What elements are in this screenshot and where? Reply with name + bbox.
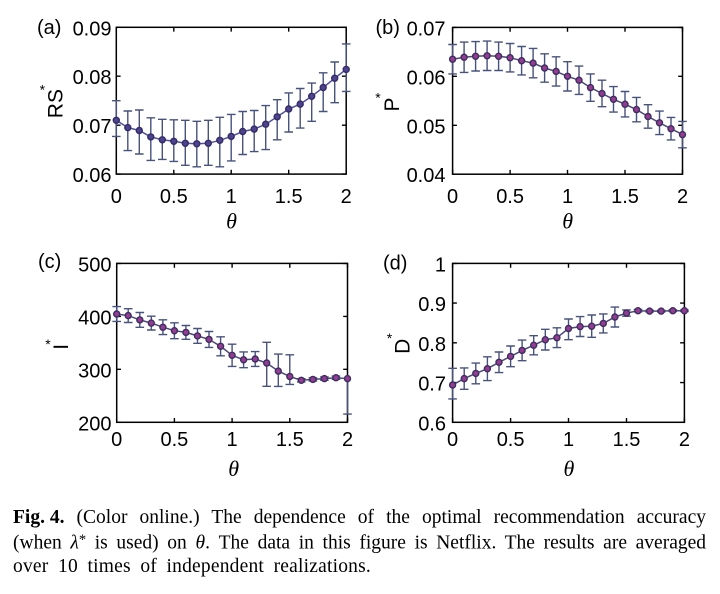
svg-text:0.5: 0.5 — [160, 429, 188, 451]
svg-text:1: 1 — [226, 186, 237, 208]
svg-text:1.5: 1.5 — [276, 429, 304, 451]
svg-text:1.5: 1.5 — [611, 186, 639, 208]
svg-text:θ: θ — [228, 456, 239, 481]
svg-text:RS: RS — [44, 89, 67, 118]
svg-text:0.5: 0.5 — [496, 186, 524, 208]
svg-text:1: 1 — [227, 429, 238, 451]
svg-text:0: 0 — [111, 186, 122, 208]
svg-text:2: 2 — [341, 186, 352, 208]
svg-text:0.09: 0.09 — [73, 18, 112, 40]
svg-text:0: 0 — [111, 429, 122, 451]
svg-text:400: 400 — [78, 307, 111, 329]
svg-text:0.07: 0.07 — [73, 116, 112, 138]
svg-text:*: * — [40, 81, 46, 97]
svg-text:0.06: 0.06 — [407, 67, 446, 89]
svg-text:I: I — [50, 344, 73, 350]
svg-text:2: 2 — [342, 429, 353, 451]
svg-text:2: 2 — [679, 429, 690, 451]
svg-text:1.5: 1.5 — [613, 429, 641, 451]
svg-text:P: P — [381, 97, 404, 111]
svg-text:500: 500 — [78, 254, 111, 276]
svg-text:*: * — [387, 330, 393, 346]
svg-text:0.8: 0.8 — [418, 334, 446, 356]
svg-text:1: 1 — [562, 186, 573, 208]
svg-text:0.04: 0.04 — [407, 165, 446, 187]
svg-text:(d): (d) — [383, 252, 407, 274]
svg-text:(c): (c) — [38, 251, 61, 273]
svg-text:θ: θ — [226, 208, 237, 233]
svg-text:0.5: 0.5 — [160, 186, 188, 208]
svg-text:*: * — [45, 336, 51, 352]
svg-text:2: 2 — [677, 186, 688, 208]
svg-text:0.06: 0.06 — [73, 165, 112, 187]
svg-text:*: * — [375, 90, 381, 106]
svg-text:0: 0 — [447, 429, 458, 451]
svg-text:0.7: 0.7 — [418, 374, 446, 396]
svg-text:1.5: 1.5 — [275, 186, 303, 208]
svg-text:(b): (b) — [376, 17, 400, 39]
svg-text:0.05: 0.05 — [407, 116, 446, 138]
svg-text:200: 200 — [78, 413, 111, 435]
svg-text:0.08: 0.08 — [73, 67, 112, 89]
svg-text:1: 1 — [563, 429, 574, 451]
svg-text:θ: θ — [564, 456, 575, 481]
svg-text:0: 0 — [447, 186, 458, 208]
svg-text:1: 1 — [435, 254, 446, 276]
svg-text:D: D — [391, 339, 414, 354]
svg-text:0.5: 0.5 — [497, 429, 525, 451]
svg-text:0.9: 0.9 — [418, 294, 446, 316]
svg-text:0.07: 0.07 — [407, 18, 446, 40]
svg-text:300: 300 — [78, 360, 111, 382]
svg-text:θ: θ — [562, 208, 573, 233]
svg-text:0.6: 0.6 — [418, 413, 446, 435]
svg-text:(a): (a) — [37, 17, 61, 39]
